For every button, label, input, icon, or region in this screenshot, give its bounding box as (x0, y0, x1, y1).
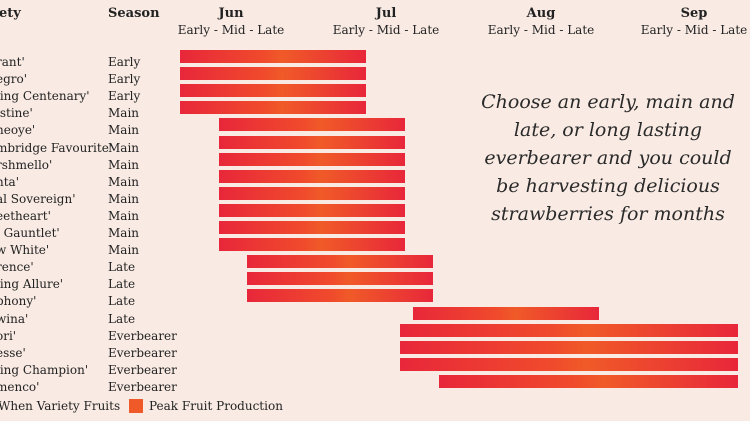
season-label: Main (108, 123, 140, 138)
fruiting-bar (218, 118, 405, 132)
season-label: Early (108, 55, 141, 69)
variety-label: rence' (0, 260, 34, 275)
fruiting-bar (180, 50, 366, 63)
fruiting-bar (218, 238, 405, 252)
season-label: Late (108, 294, 136, 309)
variety-label: ling Centenary' (0, 89, 90, 104)
season-label: Main (108, 174, 140, 189)
season-label: Main (108, 226, 140, 240)
variety-label: ling Allure' (0, 277, 64, 292)
variety-label: rant' (0, 55, 25, 69)
season-label: Main (108, 243, 140, 258)
season-label: Everbearer (108, 345, 177, 360)
season-label: Main (108, 157, 140, 172)
variety-label: l Gauntlet' (0, 226, 60, 240)
month-sublabel-3: Early - Mid - Late (640, 23, 748, 37)
callout-text: Choose an early, main and late, or long … (481, 91, 735, 225)
fruiting-bar (246, 255, 433, 269)
season-label: Everbearer (108, 379, 177, 394)
variety-label: rshmello' (0, 157, 53, 172)
fruiting-bar (438, 374, 738, 388)
fruiting-bar (180, 101, 366, 115)
variety-label: mbridge Favourite' (0, 140, 113, 155)
legend-item-when-fruits: When Variety Fruits (0, 399, 120, 413)
season-label: Main (108, 208, 140, 223)
month-label-0: Jun (218, 6, 244, 21)
fruiting-bar (218, 169, 405, 183)
variety-label: menco' (0, 379, 40, 394)
fruiting-bar (180, 84, 366, 98)
legend-label-peak: Peak Fruit Production (149, 399, 283, 413)
month-sublabel-1: Early - Mid - Late (332, 23, 440, 37)
season-label: Everbearer (108, 362, 177, 377)
fruiting-bar (218, 203, 405, 217)
fruiting-bar (400, 340, 738, 354)
fruiting-bar (218, 152, 405, 166)
header-variety: iety (0, 6, 21, 21)
variety-label: egro' (0, 72, 28, 87)
variety-label: w White' (0, 243, 50, 258)
season-label: Late (108, 260, 136, 275)
fruiting-bar (400, 357, 738, 371)
variety-label: esse' (0, 345, 26, 360)
month-sublabel-2: Early - Mid - Late (487, 23, 595, 37)
legend-swatch-peak (129, 399, 143, 413)
fruiting-bar (180, 67, 366, 81)
season-label: Late (108, 311, 136, 326)
fruiting-bar (246, 289, 433, 303)
variety-label: wina' (0, 311, 29, 326)
fruiting-bar (246, 272, 433, 286)
fruiting-bar (218, 186, 405, 200)
variety-label: al Sovereign' (0, 191, 76, 206)
season-label: Main (108, 140, 140, 155)
legend-item-peak: Peak Fruit Production (129, 399, 283, 413)
season-label: Everbearer (108, 328, 177, 343)
fruiting-bar (412, 306, 599, 320)
variety-label: ori' (0, 328, 17, 343)
month-label-2: Aug (526, 6, 556, 21)
variety-label: istine' (0, 106, 33, 121)
header-season: Season (108, 6, 160, 21)
variety-label: eetheart' (0, 208, 51, 223)
legend-label-when-fruits: When Variety Fruits (0, 399, 121, 413)
fruiting-bar (218, 221, 405, 234)
month-label-1: Jul (375, 6, 397, 21)
variety-label: phony' (0, 294, 37, 309)
variety-label: ling Champion' (0, 362, 89, 377)
variety-label: nta' (0, 174, 20, 189)
season-label: Early (108, 89, 141, 104)
season-label: Late (108, 277, 136, 292)
month-label-3: Sep (680, 6, 708, 21)
month-sublabel-0: Early - Mid - Late (177, 23, 285, 37)
fruiting-bar (400, 323, 738, 337)
season-label: Main (108, 106, 140, 121)
fruiting-bar (218, 135, 405, 149)
season-label: Main (108, 191, 140, 206)
season-label: Early (108, 72, 141, 87)
